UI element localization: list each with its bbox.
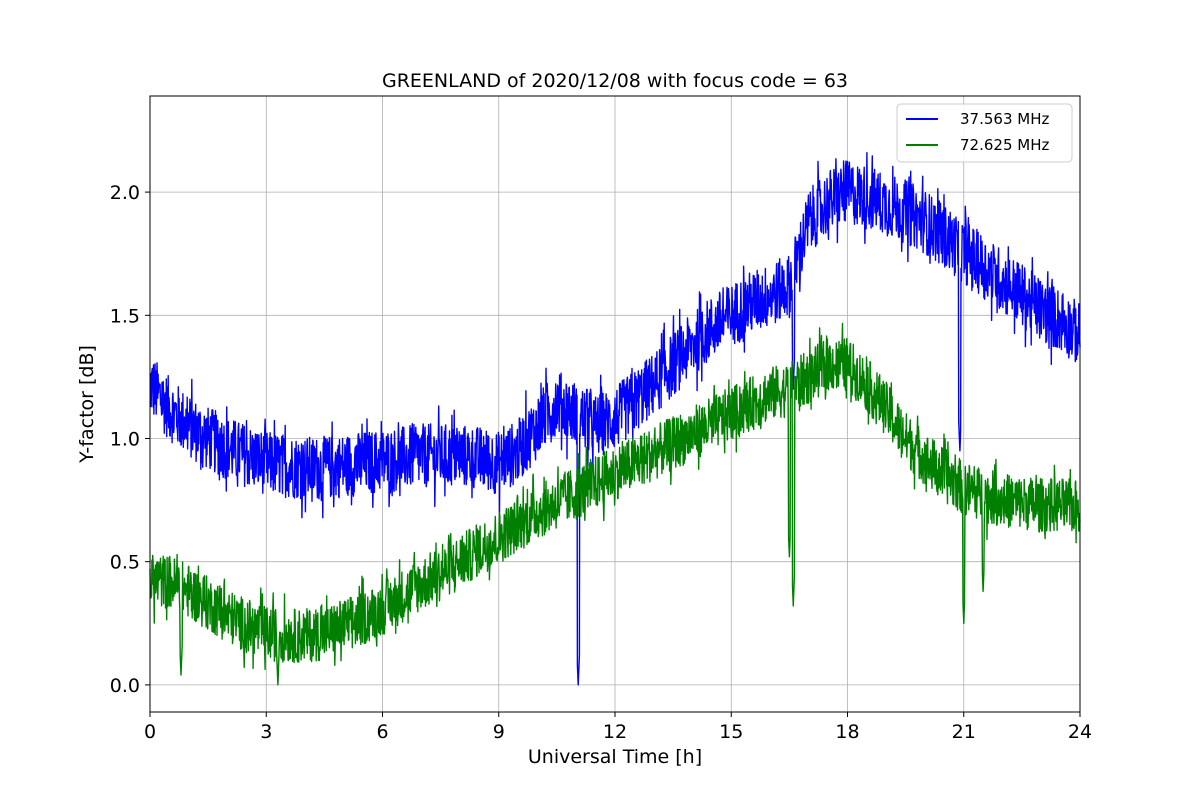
y-tick-label: 0.0 [110, 675, 140, 697]
x-tick-label: 6 [376, 721, 388, 743]
y-tick-label: 1.5 [110, 305, 140, 327]
legend-label-series-1: 37.563 MHz [960, 110, 1049, 128]
legend-box [896, 103, 1073, 163]
x-tick-label: 9 [493, 721, 505, 743]
x-axis-label: Universal Time [h] [528, 746, 702, 768]
x-tick-label: 0 [144, 721, 156, 743]
plot-area [149, 152, 1081, 686]
x-tick-label: 15 [719, 721, 743, 743]
legend: 37.563 MHz 72.625 MHz [896, 103, 1073, 163]
series-line-1 [149, 152, 1081, 686]
x-tick-label: 24 [1068, 721, 1092, 743]
axis-ticks: 0 3 6 9 12 15 18 21 24 0.0 0.5 1.0 1.5 2.0 [110, 182, 1092, 743]
x-tick-label: 3 [260, 721, 272, 743]
chart-title: GREENLAND of 2020/12/08 with focus code … [382, 70, 848, 92]
y-tick-label: 2.0 [110, 182, 140, 204]
y-tick-label: 1.0 [110, 428, 140, 450]
x-tick-label: 21 [952, 721, 976, 743]
series-line-2 [149, 322, 1081, 686]
legend-label-series-2: 72.625 MHz [960, 136, 1049, 154]
y-tick-label: 0.5 [110, 552, 140, 574]
x-tick-label: 18 [835, 721, 859, 743]
y-axis-label: Y-factor [dB] [76, 345, 98, 464]
x-tick-label: 12 [603, 721, 627, 743]
